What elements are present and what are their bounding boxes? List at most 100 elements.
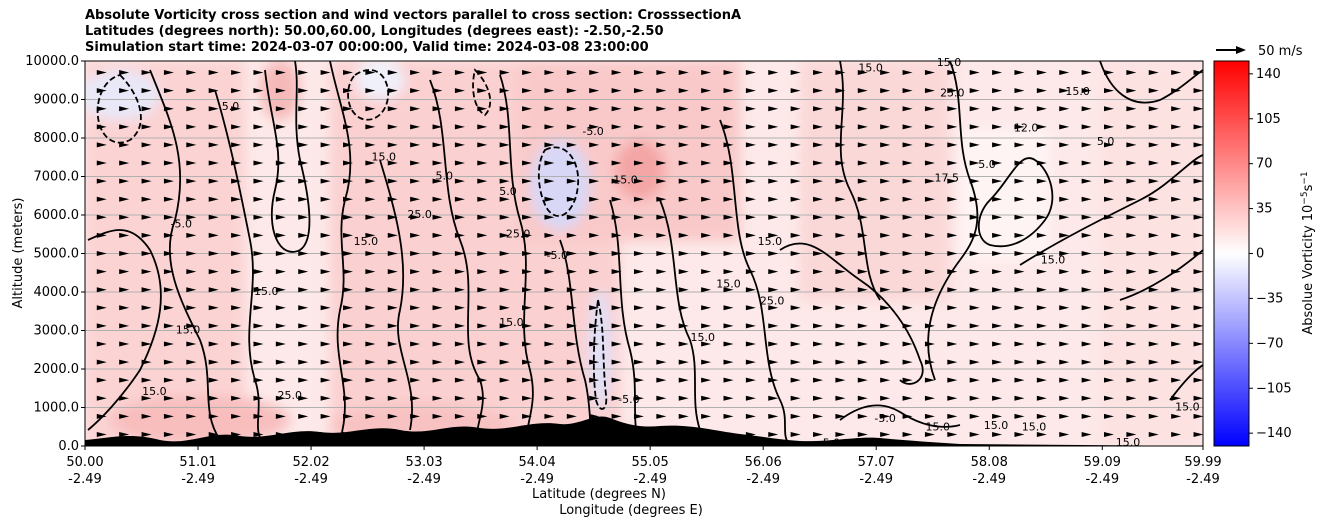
wind-arrow	[1014, 323, 1025, 329]
wind-arrow	[947, 377, 958, 383]
wind-arrow	[410, 214, 421, 220]
wind-arrow	[477, 196, 488, 202]
wind-arrow	[835, 124, 846, 130]
wind-arrow	[231, 269, 242, 275]
contour-label: 5.0	[1097, 135, 1115, 148]
wind-arrow	[902, 359, 913, 365]
wind-arrow	[454, 124, 465, 130]
terrain	[85, 416, 1203, 446]
wind-arrow	[1036, 178, 1047, 184]
wind-arrow	[432, 395, 443, 401]
x-tick-lat-label: 55.05	[632, 455, 669, 470]
wind-arrow	[365, 359, 376, 365]
contour-label: 15.0	[858, 62, 883, 75]
wind-arrow	[857, 142, 868, 148]
wind-arrow	[790, 287, 801, 293]
wind-arrow	[119, 232, 130, 238]
wind-arrow	[835, 269, 846, 275]
wind-arrow	[119, 377, 130, 383]
wind-arrow	[992, 395, 1003, 401]
wind-arrow	[790, 323, 801, 329]
wind-arrow	[231, 395, 242, 401]
wind-arrow	[522, 196, 533, 202]
wind-arrow	[701, 395, 712, 401]
wind-arrow	[678, 160, 689, 166]
wind-arrow	[880, 341, 891, 347]
wind-arrow	[1126, 323, 1137, 329]
wind-arrow	[477, 251, 488, 256]
wind-arrow	[633, 214, 644, 220]
wind-arrow	[768, 88, 779, 94]
wind-arrow	[477, 395, 488, 401]
wind-arrow	[320, 142, 331, 148]
wind-arrow	[365, 232, 376, 238]
wind-arrow	[880, 287, 891, 293]
wind-arrow	[589, 160, 600, 166]
wind-arrow	[298, 196, 309, 202]
wind-arrow	[298, 251, 309, 256]
wind-arrow	[1171, 88, 1182, 94]
wind-arrow	[1014, 232, 1025, 238]
wind-arrow	[902, 88, 913, 94]
wind-arrow	[880, 431, 891, 437]
wind-arrow	[947, 251, 958, 256]
wind-arrow	[566, 341, 577, 347]
wind-arrow	[1081, 413, 1092, 419]
wind-arrow	[141, 196, 152, 202]
wind-arrow	[678, 124, 689, 130]
wind-arrow	[275, 359, 286, 365]
wind-arrow	[745, 395, 756, 401]
wind-arrow	[633, 377, 644, 383]
wind-arrow	[633, 251, 644, 256]
wind-arrow	[1193, 70, 1203, 76]
wind-arrow	[96, 269, 107, 275]
wind-arrow	[745, 106, 756, 112]
contour-label: 15.0	[1022, 421, 1047, 434]
wind-arrow	[342, 287, 353, 293]
wind-arrow	[1103, 359, 1114, 365]
wind-arrow	[253, 160, 264, 166]
wind-arrow	[723, 88, 734, 94]
wind-arrow	[499, 70, 510, 76]
wind-arrow	[1036, 377, 1047, 383]
wind-arrow	[1036, 431, 1047, 437]
wind-arrow	[477, 359, 488, 365]
wind-arrow	[678, 413, 689, 419]
wind-arrow	[1148, 431, 1159, 437]
wind-arrow	[1148, 214, 1159, 220]
wind-arrow	[768, 413, 779, 419]
wind-arrow	[701, 359, 712, 365]
wind-arrow	[947, 323, 958, 329]
wind-arrow	[1148, 251, 1159, 256]
wind-arrow	[924, 196, 935, 202]
wind-arrow	[96, 287, 107, 293]
wind-arrow	[365, 251, 376, 256]
wind-arrow	[947, 341, 958, 347]
wind-arrow	[432, 341, 443, 347]
contour-line	[429, 79, 484, 446]
wind-arrow	[186, 142, 197, 148]
wind-arrow	[723, 160, 734, 166]
wind-arrow	[723, 359, 734, 365]
wind-arrow	[119, 214, 130, 220]
wind-arrow	[1081, 196, 1092, 202]
wind-arrow	[813, 70, 824, 76]
wind-arrow	[678, 70, 689, 76]
wind-arrow	[1171, 124, 1182, 130]
contour-line	[499, 74, 534, 446]
wind-arrow	[320, 341, 331, 347]
wind-arrow	[1014, 341, 1025, 347]
wind-arrow	[544, 413, 555, 419]
wind-arrow	[141, 395, 152, 401]
contour-labels: 15.0 25.0 12.0 -5.0 17.5 -5.0 -5.0 15.0 25.0 25.0…	[109, 56, 1200, 449]
wind-arrow	[880, 124, 891, 130]
wind-arrow	[1148, 359, 1159, 365]
wind-arrow	[231, 124, 242, 130]
contour-label: 12.0	[1014, 121, 1039, 134]
wind-arrow	[656, 377, 667, 383]
wind-arrow	[410, 160, 421, 166]
contour-line	[1169, 364, 1203, 401]
wind-arrow	[768, 178, 779, 184]
wind-arrow	[611, 341, 622, 347]
wind-arrow	[342, 106, 353, 112]
